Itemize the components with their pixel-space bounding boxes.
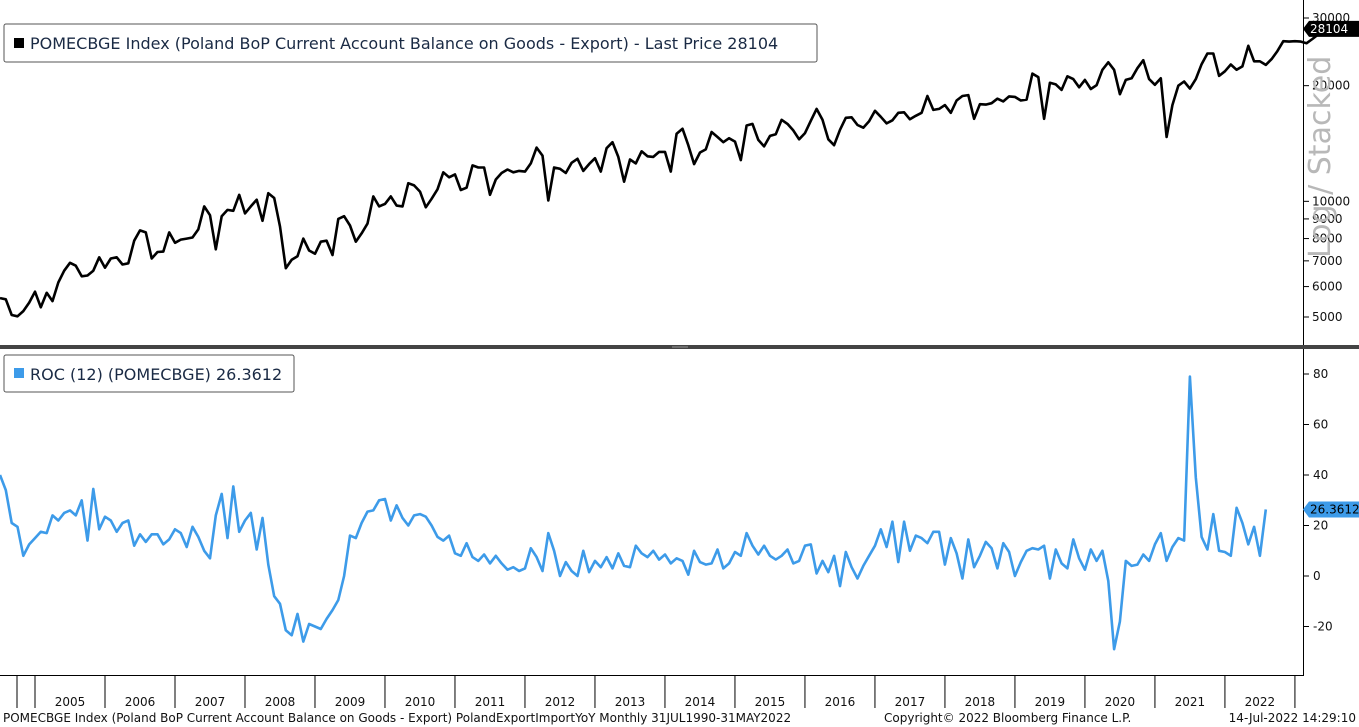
x-year-label: 2021 [1175, 695, 1206, 709]
bottom-y-tick-label: 20 [1313, 519, 1328, 533]
export-series-line [0, 27, 1331, 318]
x-year-label: 2007 [195, 695, 226, 709]
x-year-label: 2016 [825, 695, 856, 709]
x-year-label: 2018 [965, 695, 996, 709]
x-year-label: 2020 [1105, 695, 1136, 709]
bottom-y-tick-label: 0 [1313, 569, 1321, 583]
bottom-y-tick-label: 60 [1313, 418, 1328, 432]
top-last-value-badge: 28104 [1303, 20, 1359, 37]
bottom-last-value-badge: 26.3612 [1303, 501, 1359, 518]
bottom-y-tick-label: 40 [1313, 468, 1328, 482]
roc-series-line [0, 375, 1268, 651]
bottom-last-value-badge-shape [1303, 501, 1359, 518]
top-series-group [0, 27, 1331, 318]
top-y-tick-label: 6000 [1312, 280, 1343, 294]
bottom-y-axis-ticks: -20 0 20 40 60 80 [1303, 367, 1333, 634]
x-year-label: 2008 [265, 695, 296, 709]
top-legend-box [3, 23, 818, 63]
top-y-tick-label: 7000 [1312, 254, 1343, 268]
bottom-series-group [0, 375, 1268, 651]
x-year-label: 2005 [55, 695, 86, 709]
x-year-label: 2013 [615, 695, 646, 709]
bottom-y-tick-label: 80 [1313, 367, 1328, 381]
top-y-tick-label: 5000 [1312, 310, 1343, 324]
x-year-label: 2006 [125, 695, 156, 709]
footer-timestamp: 14-Jul-2022 14:29:10 [1229, 711, 1356, 725]
top-last-value-text: 28104 [1310, 22, 1348, 36]
x-year-label: 2017 [895, 695, 926, 709]
top-y-tick-label: 8000 [1312, 232, 1343, 246]
top-last-value-badge-shape [1303, 20, 1359, 37]
x-year-label: 2019 [1035, 695, 1066, 709]
x-year-label: 2012 [545, 695, 576, 709]
top-y-tick-label: 10000 [1312, 194, 1350, 208]
x-year-label: 2010 [405, 695, 436, 709]
x-year-label: 2015 [755, 695, 786, 709]
x-year-label: 2011 [475, 695, 506, 709]
x-year-label: 2009 [335, 695, 366, 709]
top-legend-swatch [14, 38, 24, 48]
top-y-tick-label: 9000 [1312, 212, 1343, 226]
x-year-label: 2014 [685, 695, 716, 709]
top-y-tick-label: 20000 [1312, 79, 1350, 93]
x-axis: 2005 2006 2007 2008 2009 2010 2011 2012 2013 2014… [0, 675, 1304, 709]
bottom-legend: ROC (12) (POMECBGE) 26.3612 [3, 354, 295, 393]
bottom-panel: -20 0 20 40 60 80 ROC (12) (POMECBGE) 26.3612… [0, 349, 1359, 675]
footer-copyright: Copyright© 2022 Bloomberg Finance L.P. [884, 711, 1131, 725]
bottom-legend-swatch [14, 368, 24, 378]
x-axis-ticks: 2005 2006 2007 2008 2009 2010 2011 2012 2013 2014… [16, 675, 1296, 709]
bottom-legend-box [3, 354, 295, 393]
bottom-legend-text: ROC (12) (POMECBGE) 26.3612 [30, 365, 282, 384]
footer-source: POMECBGE Index (Poland BoP Current Accou… [3, 711, 791, 725]
scale-watermark: Log / Stacked [1303, 56, 1338, 258]
bottom-y-tick-label: -20 [1313, 620, 1333, 634]
footer: POMECBGE Index (Poland BoP Current Accou… [3, 711, 1356, 725]
top-legend: POMECBGE Index (Poland BoP Current Accou… [3, 23, 818, 63]
bottom-last-value-text: 26.3612 [1310, 502, 1359, 516]
top-legend-text: POMECBGE Index (Poland BoP Current Accou… [30, 34, 778, 53]
x-year-label: 2022 [1245, 695, 1276, 709]
